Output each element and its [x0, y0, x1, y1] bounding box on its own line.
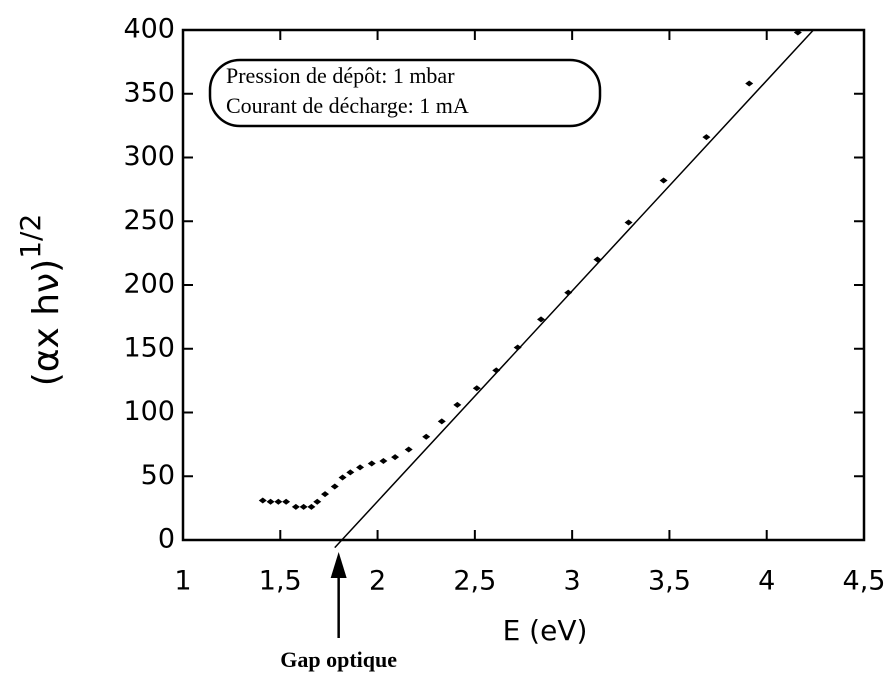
- data-point: [299, 503, 308, 510]
- data-point: [266, 498, 275, 505]
- data-point: [537, 316, 546, 323]
- data-point: [313, 498, 322, 505]
- data-point: [453, 401, 462, 408]
- data-point: [404, 446, 413, 453]
- x-tick-label: 4: [758, 566, 775, 597]
- data-point: [702, 134, 711, 141]
- data-point: [391, 454, 400, 461]
- y-tick-label: 300: [123, 141, 175, 172]
- x-tick-label: 4,5: [843, 566, 886, 597]
- data-point: [258, 497, 267, 504]
- data-point: [291, 503, 300, 510]
- data-point: [338, 474, 347, 481]
- data-point: [659, 177, 668, 184]
- fit-line: [334, 29, 814, 549]
- data-point: [564, 289, 573, 296]
- y-tick-label: 0: [158, 524, 175, 555]
- x-tick-label: 3: [564, 566, 581, 597]
- x-tick-label: 2,5: [453, 566, 496, 597]
- arrow-label: Gap optique: [280, 647, 397, 672]
- data-point: [624, 219, 633, 226]
- data-point: [422, 433, 431, 440]
- y-tick-label: 200: [123, 269, 175, 300]
- data-point: [346, 469, 355, 476]
- data-point: [379, 457, 388, 464]
- data-point: [282, 498, 291, 505]
- y-label-base: (αx hν): [26, 259, 67, 387]
- x-tick-label: 3,5: [648, 566, 691, 597]
- data-point: [513, 344, 522, 351]
- x-tick-label: 1,5: [259, 566, 302, 597]
- data-point: [745, 80, 754, 87]
- arrow-head: [330, 552, 347, 578]
- x-tick-label: 1: [174, 566, 191, 597]
- y-tick-label: 150: [123, 332, 175, 363]
- data-point: [330, 483, 339, 490]
- data-point: [307, 503, 316, 510]
- y-axis-label: (αx hν)1/2: [14, 214, 67, 387]
- y-tick-label: 350: [123, 77, 175, 108]
- y-tick-label: 400: [123, 14, 175, 45]
- data-point: [472, 385, 481, 392]
- y-label-exponent: 1/2: [14, 214, 47, 259]
- x-axis-label: E (eV): [503, 614, 588, 647]
- data-point: [274, 498, 283, 505]
- data-point: [321, 491, 330, 498]
- annotation-line: Pression de dépôt: 1 mbar: [226, 63, 455, 88]
- data-point: [437, 418, 446, 425]
- data-point: [367, 460, 376, 467]
- data-point: [356, 464, 365, 471]
- annotation-line: Courant de décharge: 1 mA: [226, 93, 469, 118]
- data-point: [793, 29, 802, 36]
- y-tick-label: 100: [123, 396, 175, 427]
- y-tick-label: 50: [141, 460, 175, 491]
- x-tick-label: 2: [369, 566, 386, 597]
- annotation-box: [208, 58, 602, 128]
- y-tick-label: 250: [123, 205, 175, 236]
